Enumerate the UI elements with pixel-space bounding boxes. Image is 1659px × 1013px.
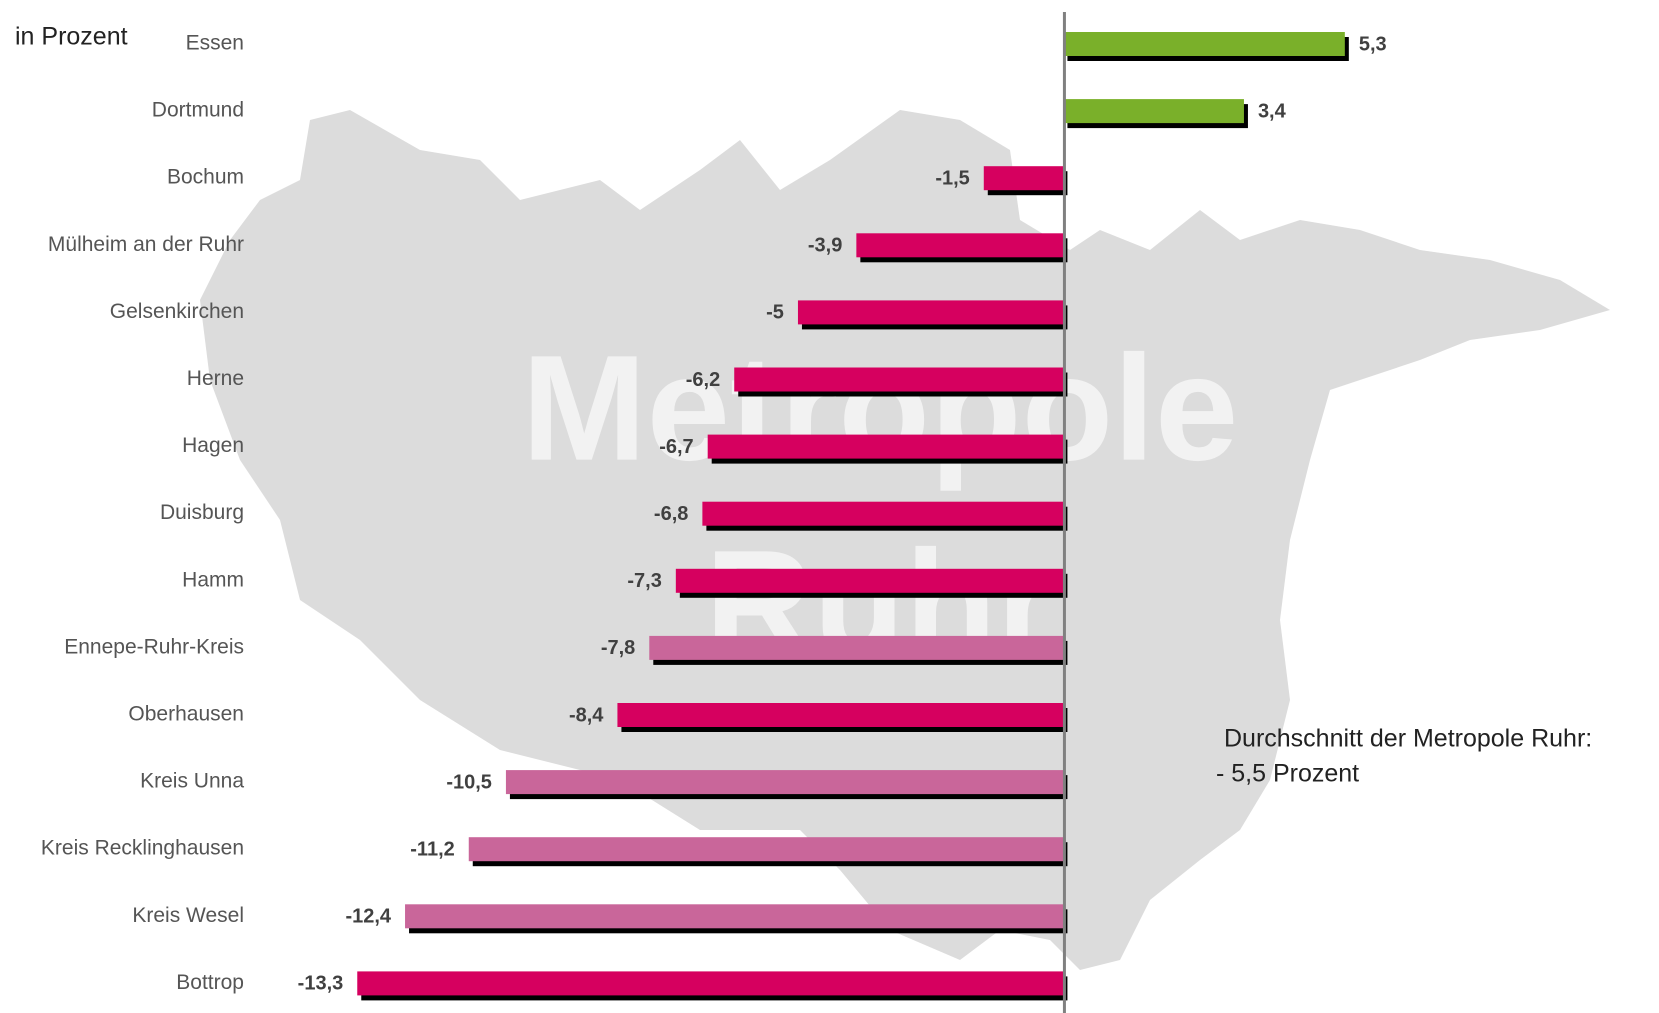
data-label: -6,2 [686,369,720,391]
bar [983,166,1064,191]
data-label: -7,3 [627,570,661,592]
category-label: Ennepe-Ruhr-Kreis [64,635,244,658]
category-label: Kreis Recklinghausen [41,837,244,860]
category-label: Kreis Unna [140,770,244,793]
data-label: -11,2 [410,838,454,860]
bar [734,367,1064,392]
category-label: Herne [187,367,244,390]
bar [405,904,1064,929]
bar [707,434,1064,459]
data-label: -6,8 [654,503,688,525]
category-label: Bottrop [176,971,244,994]
data-label: 5,3 [1359,33,1387,55]
bar [357,971,1064,996]
bar [468,837,1064,862]
data-label: -8,4 [569,704,604,726]
bar [856,233,1064,258]
data-label: -13,3 [298,973,344,995]
data-label: 3,4 [1258,100,1287,122]
category-label: Mülheim an der Ruhr [48,233,244,256]
data-label: -12,4 [345,906,391,928]
bar [702,501,1064,526]
annotation: - 5,5 Prozent [1216,760,1359,788]
bar [1063,99,1244,124]
unit-label: in Prozent [15,23,128,51]
bar [675,568,1064,593]
bar [649,635,1064,660]
data-label: -1,5 [935,167,969,189]
annotation: Durchschnitt der Metropole Ruhr: [1224,725,1592,753]
category-label: Hamm [182,568,244,591]
bar [505,770,1064,795]
category-label: Oberhausen [128,703,244,726]
data-label: -3,9 [808,235,842,257]
bar [797,300,1064,325]
data-label: -7,8 [601,637,635,659]
data-label: -10,5 [446,771,492,793]
category-label: Duisburg [160,501,244,524]
watermark-text: Metropole [522,324,1239,492]
bar [617,703,1064,727]
category-label: Essen [186,32,244,55]
category-label: Kreis Wesel [132,904,244,927]
bar [1063,32,1345,56]
category-label: Bochum [167,166,244,189]
category-label: Gelsenkirchen [110,300,244,323]
category-label: Dortmund [152,99,244,122]
data-label: -5 [766,302,784,324]
map-background [200,110,1610,970]
data-label: -6,7 [659,436,693,458]
category-label: Hagen [182,434,244,457]
